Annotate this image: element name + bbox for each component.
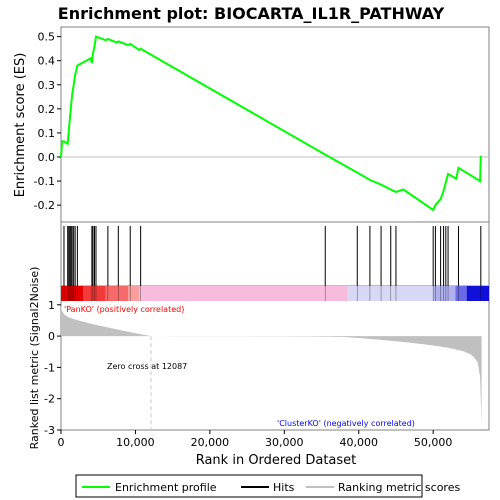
zero-cross-label: Zero cross at 12087 bbox=[107, 362, 187, 371]
legend-profile-label: Enrichment profile bbox=[115, 481, 217, 494]
rank-color-segment bbox=[139, 286, 348, 301]
es-y-tick-label: 0.3 bbox=[38, 79, 56, 92]
x-tick-label: 20,000 bbox=[191, 436, 230, 449]
positive-correlation-label: 'PanKO' (positively correlated) bbox=[64, 305, 184, 314]
legend: Enrichment profile Hits Ranking metric s… bbox=[75, 474, 460, 498]
es-panel-frame bbox=[60, 26, 490, 223]
x-tick-label: 0 bbox=[58, 436, 65, 449]
x-axis-label: Rank in Ordered Dataset bbox=[196, 453, 357, 468]
x-axis: 0 10,000 20,000 30,000 40,000 50,000 bbox=[58, 430, 453, 449]
hits-panel-frame bbox=[60, 221, 490, 287]
legend-metric-label: Ranking metric scores bbox=[338, 481, 460, 494]
metric-y-tick-label: -1 bbox=[44, 361, 55, 374]
metric-area-group bbox=[61, 304, 482, 430]
metric-y-tick-label: 1 bbox=[48, 299, 55, 312]
x-tick-label: 30,000 bbox=[265, 436, 304, 449]
es-y-axis: -0.2 -0.1 0.0 0.1 0.2 0.3 0.4 0.5 bbox=[34, 31, 61, 212]
x-tick-label: 40,000 bbox=[339, 436, 378, 449]
metric-panel-frame bbox=[60, 285, 490, 431]
es-y-tick-label: 0.4 bbox=[38, 55, 56, 68]
legend-hits-label: Hits bbox=[273, 481, 295, 494]
metric-y-tick-label: 0 bbox=[48, 330, 55, 343]
chart-title: Enrichment plot: BIOCARTA_IL1R_PATHWAY bbox=[58, 4, 445, 23]
es-y-tick-label: -0.2 bbox=[34, 199, 55, 212]
enrichment-profile-line bbox=[60, 35, 482, 212]
rank-color-segment bbox=[455, 286, 467, 301]
metric-y-tick-label: -3 bbox=[44, 424, 55, 437]
es-y-tick-label: -0.1 bbox=[34, 175, 55, 188]
negative-correlation-label: 'ClusterKO' (negatively correlated) bbox=[277, 419, 415, 428]
x-tick-label: 50,000 bbox=[414, 436, 453, 449]
metric-y-tick-label: -2 bbox=[44, 393, 55, 406]
rank-color-segment bbox=[347, 286, 434, 301]
metric-y-axis: -3 -2 -1 0 1 bbox=[44, 299, 61, 437]
es-y-tick-label: 0.5 bbox=[38, 31, 56, 44]
rank-color-bar bbox=[61, 286, 489, 301]
rank-color-segment bbox=[466, 286, 489, 301]
rank-color-segment bbox=[105, 286, 128, 301]
rank-color-segment bbox=[433, 286, 456, 301]
es-y-tick-label: 0.1 bbox=[38, 127, 56, 140]
hits-group bbox=[63, 226, 482, 286]
es-y-tick-label: 0.0 bbox=[38, 151, 56, 164]
x-tick-label: 10,000 bbox=[116, 436, 155, 449]
metric-y-axis-label: Ranked list metric (Signal2Noise) bbox=[28, 267, 41, 450]
es-y-axis-label: Enrichment score (ES) bbox=[13, 53, 28, 198]
es-y-tick-label: 0.2 bbox=[38, 103, 56, 116]
enrichment-profile-group bbox=[60, 35, 482, 212]
rank-color-segment bbox=[127, 286, 140, 301]
